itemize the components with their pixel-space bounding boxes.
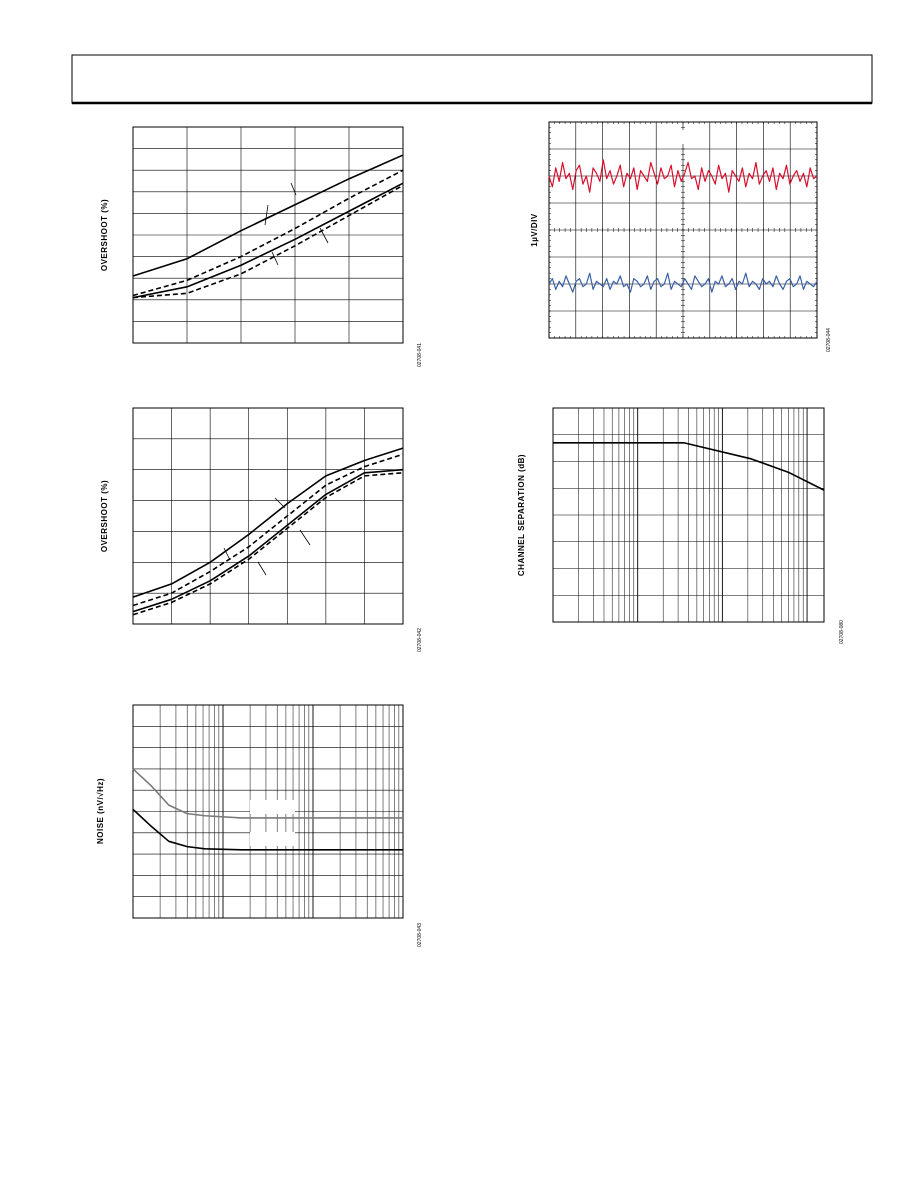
y-axis-label: 1µV/DIV <box>530 213 539 247</box>
series-line <box>548 272 818 293</box>
series-line <box>132 768 403 819</box>
plot-frame <box>132 126 404 344</box>
arrow <box>264 204 269 226</box>
figure-code: 02708-042 <box>417 628 423 652</box>
figure-code: 02708-041 <box>417 343 423 367</box>
plot-frame <box>132 407 404 625</box>
series-line <box>132 447 404 598</box>
y-axis-label: NOISE (nV/√Hz) <box>96 778 105 844</box>
chart: NOISE (nV/√Hz) 02708-043 <box>96 704 423 947</box>
arrow <box>299 529 311 546</box>
series-line <box>132 468 404 613</box>
chart: 1µV/DIV 02708-044 <box>530 121 832 352</box>
plot-frame <box>132 704 404 919</box>
arrow <box>257 561 267 576</box>
chart: OVERSHOOT (%) 02708-042 <box>100 407 423 652</box>
figure-code: 02708-043 <box>417 923 423 947</box>
annotation-arrows <box>223 182 329 576</box>
chart: OVERSHOOT (%) 02708-041 <box>100 126 423 367</box>
y-axis-label: OVERSHOOT (%) <box>100 480 109 552</box>
label-box <box>662 130 706 144</box>
chart: CHANNEL SEPARATION (dB) 02708-080 <box>517 407 845 644</box>
series-line <box>132 453 404 607</box>
arrow <box>274 497 286 509</box>
figure-code: 02708-044 <box>826 328 832 352</box>
series-line <box>553 441 825 491</box>
plot-frame <box>548 121 818 339</box>
series-line <box>132 184 404 299</box>
series-line <box>132 154 404 277</box>
arrow <box>319 227 329 244</box>
figure-code: 02708-080 <box>839 620 845 644</box>
series-line <box>132 169 404 297</box>
plot-frame <box>552 407 825 623</box>
label-box <box>250 800 295 814</box>
arrow <box>271 251 279 266</box>
y-axis-label: OVERSHOOT (%) <box>100 199 109 271</box>
arrow <box>223 547 231 561</box>
series-line <box>132 808 403 851</box>
series-line <box>548 159 818 193</box>
label-box <box>250 832 295 846</box>
y-axis-label: CHANNEL SEPARATION (dB) <box>517 454 526 576</box>
series-line <box>132 182 404 299</box>
arrow <box>290 182 297 196</box>
series-line <box>132 472 404 616</box>
header-box <box>71 54 873 104</box>
